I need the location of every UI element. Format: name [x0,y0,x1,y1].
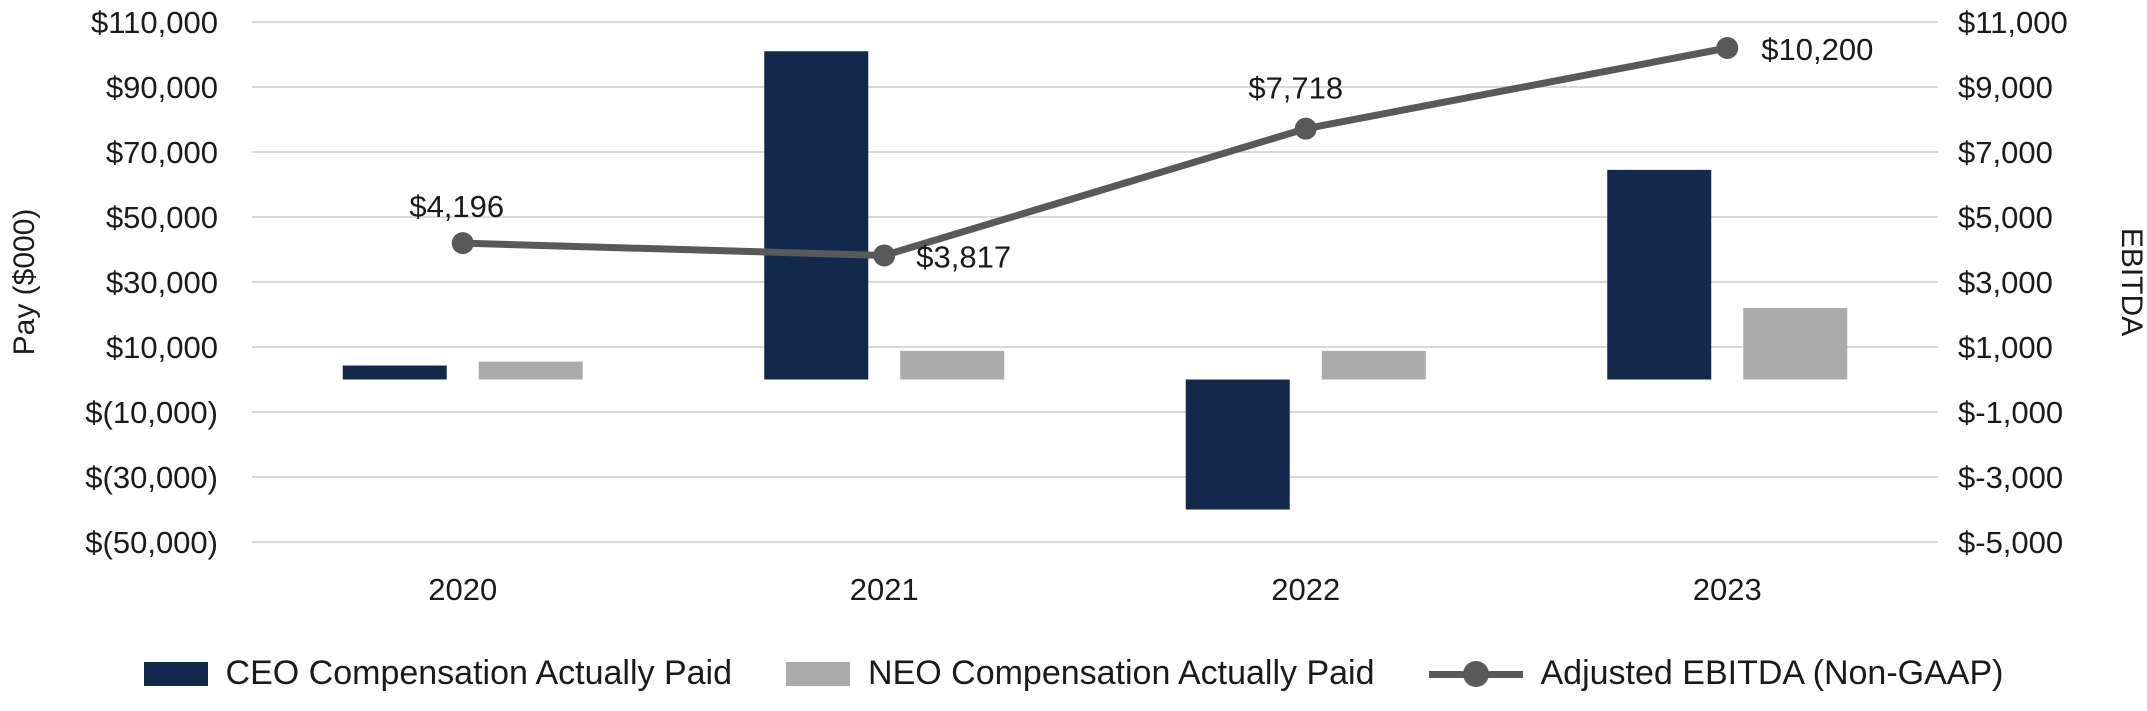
right-axis-tick-label: $11,000 [1958,5,2068,40]
legend-item-ceo-compensation: CEO Compensation Actually Paid [143,654,733,693]
left-axis-tick-label: $10,000 [106,330,218,365]
left-axis-tick-label: $(10,000) [85,395,218,430]
ebitda-point-2021 [873,244,896,267]
left-axis-tick-label: $(50,000) [85,525,218,560]
ebitda-point-2020 [451,232,474,255]
bar-neo-2022 [1321,350,1426,380]
x-axis-label-2021: 2021 [850,572,919,607]
x-axis-label-2020: 2020 [428,572,497,607]
left-axis-tick-label: $50,000 [106,200,218,235]
legend-label-neo-compensation: NEO Compensation Actually Paid [868,654,1375,692]
bar-ceo-2022 [1185,379,1290,510]
ebitda-data-label-2020: $4,196 [409,189,504,224]
right-axis-tick-label: $9,000 [1958,70,2053,105]
legend-item-adjusted-ebitda: Adjusted EBITDA (Non-GAAP) [1428,654,2004,693]
right-axis-title: EBITDA [2115,228,2147,336]
left-axis-tick-label: $110,000 [91,5,218,40]
right-axis-tick-label: $-3,000 [1958,460,2063,495]
right-axis-tick-label: $7,000 [1958,135,2053,170]
left-axis-title: Pay ($000) [8,209,41,356]
right-axis-tick-label: $-5,000 [1958,525,2063,560]
legend-swatch-ceo-compensation [143,661,208,686]
ebitda-data-label-2023: $10,200 [1761,32,1873,67]
chart-legend: CEO Compensation Actually Paid NEO Compe… [0,636,2147,711]
ebitda-data-label-2022: $7,718 [1248,71,1343,106]
right-axis-tick-label: $-1,000 [1958,395,2063,430]
right-axis-tick-label: $5,000 [1958,200,2053,235]
ebitda-point-2022 [1294,117,1317,140]
x-axis-label-2022: 2022 [1271,572,1340,607]
x-axis-label-2023: 2023 [1693,572,1762,607]
left-axis-tick-label: $30,000 [106,265,218,300]
ebitda-data-label-2021: $3,817 [916,239,1011,274]
bar-ceo-2023 [1607,169,1712,380]
left-axis-tick-label: $70,000 [106,135,218,170]
bar-neo-2020 [478,361,583,380]
right-axis-tick-label: $3,000 [1958,265,2053,300]
bar-neo-2023 [1743,308,1848,380]
bar-ceo-2020 [342,365,447,380]
bar-ceo-2021 [764,51,869,380]
legend-swatch-neo-compensation [786,661,851,686]
legend-line-dot [1462,660,1489,687]
legend-label-adjusted-ebitda: Adjusted EBITDA (Non-GAAP) [1540,654,2004,692]
bar-neo-2021 [900,350,1005,380]
legend-label-ceo-compensation: CEO Compensation Actually Paid [225,654,733,692]
adjusted-ebitda-line [462,44,1728,259]
chart-plot-area: Pay ($000) EBITDA $110,000 $11,000 $90,000… [8,5,2147,607]
right-axis-tick-label: $1,000 [1958,330,2053,365]
legend-line-marker-icon [1428,660,1523,688]
left-axis-tick-label: $90,000 [106,70,218,105]
legend-item-neo-compensation: NEO Compensation Actually Paid [786,654,1375,693]
ebitda-point-2023 [1716,37,1739,59]
left-axis-tick-label: $(30,000) [85,460,218,495]
